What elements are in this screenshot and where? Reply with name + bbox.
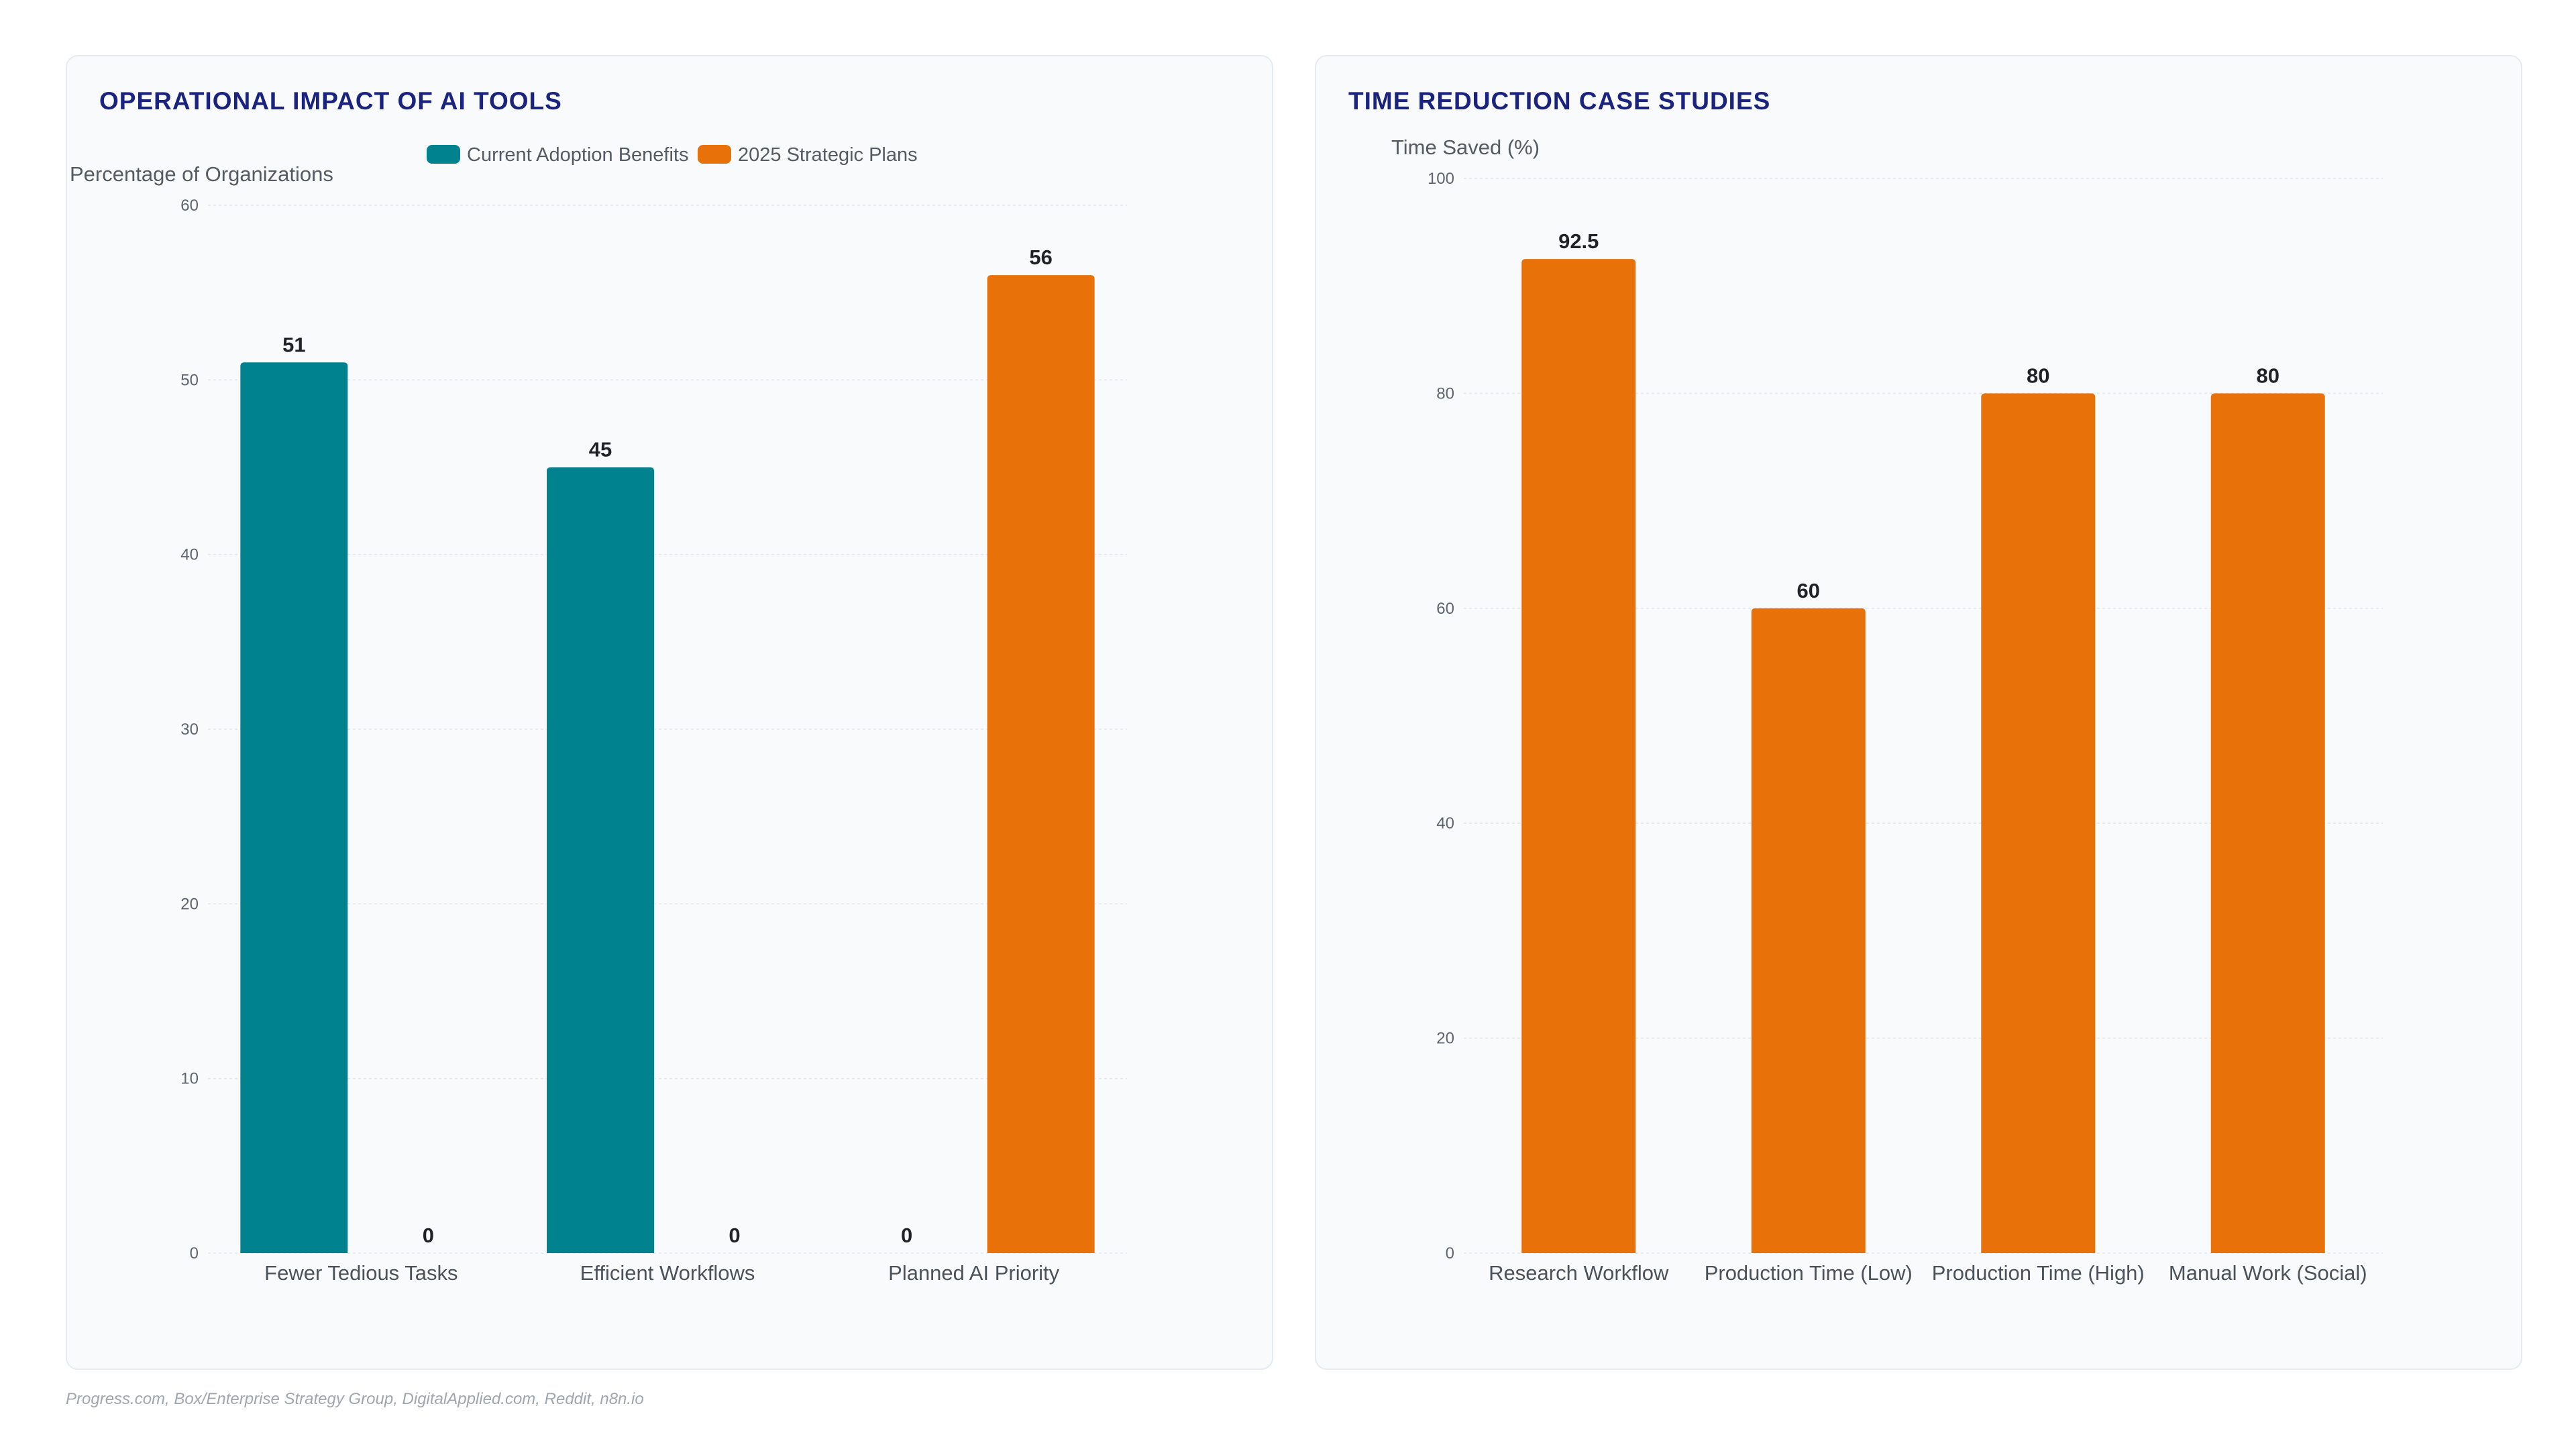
legend-swatch [427, 145, 460, 164]
y-tick-label: 50 [180, 371, 199, 389]
y-tick-label: 60 [1436, 600, 1454, 618]
data-label: 0 [901, 1224, 912, 1247]
bar [547, 467, 654, 1253]
y-tick-label: 80 [1436, 384, 1454, 402]
data-label: 0 [423, 1224, 434, 1247]
y-tick-label: 0 [190, 1244, 199, 1263]
y-tick-label: 100 [1428, 170, 1454, 188]
data-label: 0 [729, 1224, 740, 1247]
y-tick-label: 0 [1446, 1244, 1454, 1263]
bar-chart-time-reduction: 0 20 40 60 80 100 Time Saved (%) Research Workf… [1391, 136, 2383, 1285]
y-tick-label: 40 [1436, 814, 1454, 833]
y-tick-label: 60 [180, 197, 199, 215]
x-tick-label: Production Time (High) [1932, 1261, 2145, 1285]
legend-swatch [698, 145, 731, 164]
data-label: 92.5 [1558, 229, 1599, 253]
x-tick-label: Production Time (Low) [1705, 1261, 1913, 1285]
source-note: Progress.com, Box/Enterprise Strategy Gr… [66, 1390, 644, 1408]
chart-card-time-reduction: TIME REDUCTION CASE STUDIES 0 20 40 60 80 100… [1315, 55, 2522, 1370]
data-label: 45 [589, 438, 612, 462]
bar [2210, 393, 2325, 1253]
legend-label: 2025 Strategic Plans [738, 144, 918, 166]
chart-title: TIME REDUCTION CASE STUDIES [1348, 87, 1771, 115]
data-label: 60 [1797, 579, 1820, 602]
legend-label: Current Adoption Benefits [467, 144, 688, 166]
data-label: 56 [1029, 246, 1052, 269]
bar [1751, 608, 1866, 1253]
bar [1521, 259, 1636, 1253]
x-tick-label: Fewer Tedious Tasks [264, 1261, 458, 1285]
y-tick-label: 40 [180, 546, 199, 564]
x-tick-label: Planned AI Priority [888, 1261, 1060, 1285]
bar [1981, 393, 2096, 1253]
y-tick-label: 20 [180, 895, 199, 913]
y-tick-label: 10 [180, 1070, 199, 1088]
data-label: 80 [2027, 364, 2049, 387]
chart-title: OPERATIONAL IMPACT OF AI TOOLS [99, 87, 562, 115]
bar-chart-operational-impact: 0 10 20 30 40 50 60 Percentage of Organizations… [70, 144, 1127, 1285]
x-tick-label: Efficient Workflows [580, 1261, 755, 1285]
x-tick-label: Manual Work (Social) [2169, 1261, 2367, 1285]
y-tick-label: 20 [1436, 1030, 1454, 1048]
y-axis-label: Percentage of Organizations [70, 162, 333, 186]
bar [987, 275, 1095, 1254]
data-label: 80 [2257, 364, 2279, 387]
y-axis-label: Time Saved (%) [1391, 136, 1540, 159]
y-tick-label: 30 [180, 720, 199, 739]
data-label: 51 [282, 333, 305, 356]
chart-card-operational-impact: OPERATIONAL IMPACT OF AI TOOLS 0 10 20 30 40… [66, 55, 1273, 1370]
bar [240, 362, 348, 1253]
x-tick-label: Research Workflow [1489, 1261, 1669, 1285]
